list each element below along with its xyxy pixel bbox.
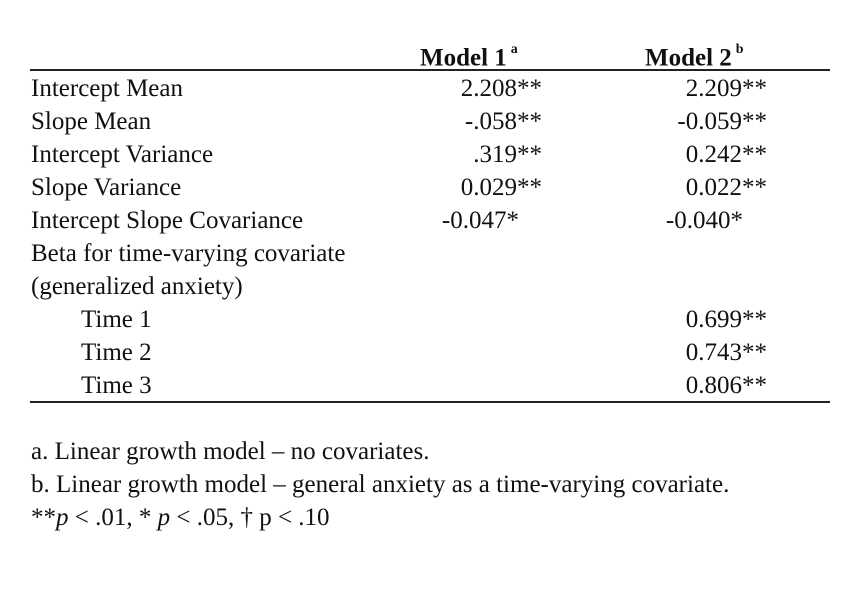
row-label: Slope Mean [31, 108, 152, 135]
table-row: Intercept Mean 2.208** 2.209** [0, 72, 860, 105]
table-bottom-rule [30, 401, 830, 403]
table-row: Beta for time-varying covariate [0, 237, 860, 270]
table-row: (generalized anxiety) [0, 270, 860, 303]
row-label: Intercept Slope Covariance [31, 207, 304, 234]
table-row: Time 1 0.699** [0, 303, 860, 336]
model-2-value: 2.209** [685, 75, 767, 102]
model-2-value: -0.040* [665, 207, 743, 234]
model-2-value: 0.242** [685, 141, 767, 168]
table-row: Slope Mean -.058** -0.059** [0, 105, 860, 138]
row-label: Slope Variance [31, 174, 182, 201]
model-1-value: 0.029** [460, 174, 542, 201]
footnote-b: b. Linear growth model – general anxiety… [31, 471, 730, 498]
table-row: Slope Variance 0.029** 0.022** [0, 171, 860, 204]
row-label: Time 2 [81, 339, 152, 366]
p-symbol: p [56, 504, 69, 531]
footnote-a: a. Linear growth model – no covariates. [31, 438, 430, 465]
column-header-label: Model 1 [420, 44, 507, 72]
row-label: Beta for time-varying covariate [31, 240, 346, 267]
model-2-value: 0.022** [685, 174, 767, 201]
model-1-value: -0.047* [441, 207, 519, 234]
column-header-superscript: b [735, 42, 744, 57]
table-row: Time 3 0.806** [0, 369, 860, 402]
table-top-rule [30, 69, 830, 71]
column-header-label: Model 2 [645, 44, 732, 72]
p-symbol: p [157, 504, 171, 531]
model-2-value: -0.059** [677, 108, 767, 135]
table-row: Intercept Slope Covariance -0.047* -0.04… [0, 204, 860, 237]
column-header-superscript: a [510, 42, 518, 57]
significance-note: **p < .01, * p < .05, † p < .10 [31, 502, 330, 534]
model-2-value: 0.806** [685, 372, 767, 399]
row-label: Time 3 [81, 372, 152, 399]
significance-threshold: < .01, * [68, 504, 158, 531]
row-label: Intercept Mean [31, 75, 184, 102]
model-2-value: 0.743** [685, 339, 767, 366]
table-row: Time 2 0.743** [0, 336, 860, 369]
row-label: (generalized anxiety) [31, 273, 243, 300]
significance-threshold: < .05, † p < .10 [170, 504, 330, 531]
row-label: Intercept Variance [31, 141, 214, 168]
significance-stars: ** [31, 504, 56, 531]
model-2-value: 0.699** [685, 306, 767, 333]
row-label: Time 1 [81, 306, 152, 333]
model-1-value: -.058** [464, 108, 542, 135]
model-1-value: .319** [473, 141, 542, 168]
model-1-value: 2.208** [460, 75, 542, 102]
table-row: Intercept Variance .319** 0.242** [0, 138, 860, 171]
